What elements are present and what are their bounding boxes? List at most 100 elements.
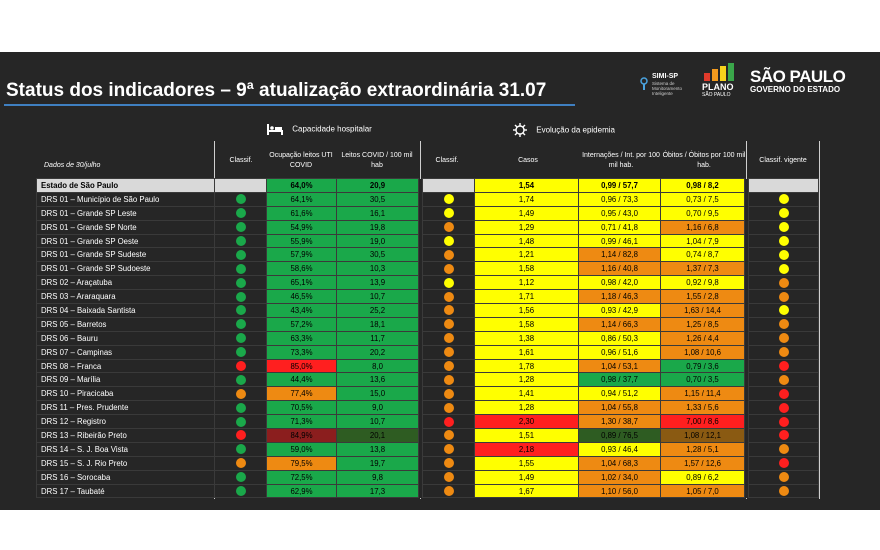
spacer	[744, 247, 749, 262]
header-internacoes: Internações / Int. por 100 mil hab.	[582, 152, 660, 169]
leitos-cell: 19,7	[336, 455, 419, 471]
spacer	[418, 386, 423, 401]
status-dot	[443, 486, 454, 497]
status-dot	[235, 458, 246, 469]
classif-hospital-cell	[214, 233, 267, 249]
region-row: DRS 01 – Grande SP Leste 61,6% 16,1 1,49 0,9…	[36, 205, 819, 221]
status-dot	[443, 402, 454, 413]
status-dot	[778, 458, 789, 469]
region-name: DRS 09 – Marília	[36, 372, 215, 388]
status-dot	[235, 416, 246, 427]
obitos-cell: 0,79 / 3,6	[660, 358, 745, 374]
state-row: Estado de São Paulo 64,0% 20,9 1,54 0,99 / 5…	[36, 178, 819, 193]
status-dot	[778, 263, 789, 274]
classif-vigente-cell	[748, 289, 819, 305]
status-dot	[235, 444, 246, 455]
region-name: DRS 17 – Taubaté	[36, 483, 215, 499]
internacoes-cell: 1,18 / 46,3	[578, 289, 661, 305]
spacer	[418, 442, 423, 457]
status-dot	[235, 305, 246, 316]
spacer	[744, 400, 749, 415]
classif-hospital-cell	[214, 219, 267, 235]
classif-vigente-cell	[748, 330, 819, 346]
status-dot	[778, 416, 789, 427]
simi-sp-logo: SIMI-SP Sistema de Monitoramento Intelig…	[638, 73, 698, 99]
region-name: DRS 16 – Sorocaba	[36, 469, 215, 485]
obitos-cell: 0,70 / 9,5	[660, 205, 745, 221]
region-row: DRS 15 – S. J. Rio Preto 79,5% 19,7 1,55 1,0…	[36, 455, 819, 471]
region-name: DRS 01 – Grande SP Norte	[36, 219, 215, 235]
casos-cell: 1,74	[474, 191, 579, 207]
classif-hospital-cell	[214, 330, 267, 346]
status-dot	[443, 458, 454, 469]
status-dot	[443, 333, 454, 344]
casos-cell: 1,41	[474, 386, 579, 402]
obitos-cell: 1,04 / 7,9	[660, 233, 745, 249]
spacer	[418, 206, 423, 221]
status-dot	[235, 194, 246, 205]
casos-cell: 1,71	[474, 289, 579, 305]
classif-hospital-cell	[214, 400, 267, 416]
status-dot	[778, 305, 789, 316]
status-dot	[778, 430, 789, 441]
header-leitos: Leitos COVID / 100 mil hab	[341, 152, 413, 169]
region-row: DRS 05 – Barretos 57,2% 18,1 1,58 1,14 / 66,…	[36, 316, 819, 332]
spacer	[418, 359, 423, 373]
leitos-cell: 20,2	[336, 344, 419, 360]
title-underline	[4, 104, 575, 106]
status-dot	[235, 277, 246, 288]
region-name: DRS 01 – Grande SP Leste	[36, 205, 215, 221]
classif-vigente-cell	[748, 372, 819, 388]
obitos-cell: 1,08 / 12,1	[660, 428, 745, 443]
spacer	[418, 345, 423, 360]
casos-cell: 1,21	[474, 247, 579, 263]
classif-vigente-cell	[748, 303, 819, 318]
plano-sublabel: SÃO PAULO	[702, 92, 731, 98]
classif-epidemia-cell	[422, 205, 475, 221]
internacoes-cell: 1,30 / 38,7	[578, 414, 661, 430]
classif-hospital-cell	[214, 469, 267, 485]
status-dot	[778, 319, 789, 330]
classif-hospital-cell	[214, 303, 267, 318]
classif-vigente-cell	[748, 358, 819, 374]
status-dot	[235, 249, 246, 260]
obitos-cell: 1,16 / 6,8	[660, 219, 745, 235]
casos-cell: 1,54	[474, 178, 579, 193]
status-dot	[235, 374, 246, 385]
spacer	[418, 456, 423, 471]
ocupacao-cell: 57,9%	[266, 247, 337, 263]
status-dot	[443, 472, 454, 483]
classif-epidemia-cell	[422, 455, 475, 471]
classif-hospital-cell	[214, 372, 267, 388]
classif-epidemia-cell	[422, 275, 475, 291]
region-row: DRS 06 – Bauru 63,3% 11,7 1,38 0,86 / 50,3 1,…	[36, 330, 819, 346]
classif-vigente-cell	[748, 275, 819, 291]
status-dot	[235, 236, 246, 246]
region-row: DRS 02 – Araçatuba 65,1% 13,9 1,12 0,98 / 42…	[36, 275, 819, 291]
status-dot	[778, 236, 789, 246]
internacoes-cell: 1,16 / 40,8	[578, 261, 661, 277]
region-name: DRS 05 – Barretos	[36, 316, 215, 332]
classif-hospital-cell	[214, 441, 267, 457]
obitos-cell: 0,89 / 6,2	[660, 469, 745, 485]
ocupacao-cell: 70,5%	[266, 400, 337, 416]
header-ocupacao: Ocupação leitos UTI COVID	[269, 152, 333, 169]
status-dot	[235, 263, 246, 274]
status-dot	[443, 222, 454, 233]
internacoes-cell: 0,98 / 42,0	[578, 275, 661, 291]
classif-vigente-cell	[748, 219, 819, 235]
ocupacao-cell: 79,5%	[266, 455, 337, 471]
ocupacao-cell: 71,3%	[266, 414, 337, 430]
obitos-cell: 1,25 / 8,5	[660, 316, 745, 332]
spacer	[744, 220, 749, 235]
classif-epidemia-cell	[422, 330, 475, 346]
casos-cell: 1,55	[474, 455, 579, 471]
internacoes-cell: 1,04 / 55,8	[578, 400, 661, 416]
status-dot	[443, 430, 454, 441]
status-dot	[443, 374, 454, 385]
casos-cell: 2,30	[474, 414, 579, 430]
classif-hospital-cell	[214, 358, 267, 374]
spacer	[418, 400, 423, 415]
region-name: DRS 14 – S. J. Boa Vista	[36, 441, 215, 457]
classif-epidemia-cell	[422, 233, 475, 249]
